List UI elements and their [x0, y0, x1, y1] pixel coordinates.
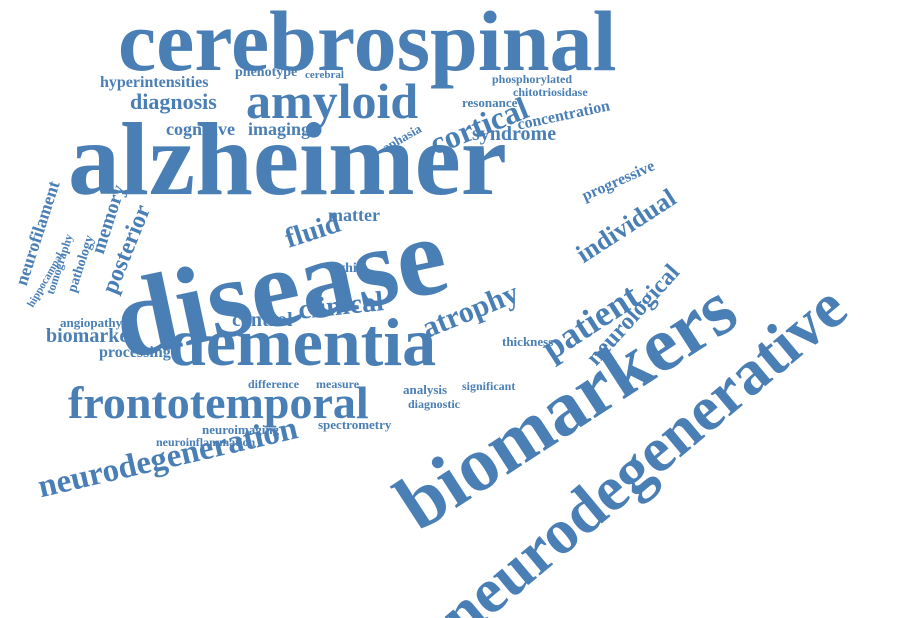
word-dementia: dementia: [168, 304, 437, 380]
word-chitotriosidase: chitotriosidase: [513, 85, 588, 99]
word-significant: significant: [462, 379, 516, 393]
word-diagnostic: diagnostic: [408, 397, 461, 411]
word-spectrometry: spectrometry: [318, 417, 392, 432]
word-biomarker: biomarker: [46, 325, 138, 347]
word-diagnosis: diagnosis: [130, 89, 217, 114]
word-imaging: imaging: [248, 119, 311, 139]
word-measure: measure: [316, 377, 360, 391]
word-cognitive: cognitive: [166, 119, 235, 139]
word-thickness: thickness: [502, 334, 554, 349]
word-hyperintensities: hyperintensities: [100, 74, 209, 91]
word-difference: difference: [248, 377, 300, 391]
word-control: control: [232, 309, 293, 331]
word-matter: matter: [328, 205, 380, 225]
word-phenotype: phenotype: [235, 65, 298, 80]
word-syndrome: syndrome: [472, 123, 557, 145]
word-concentration: concentration: [515, 97, 612, 134]
word-frontotemporal: frontotemporal: [68, 377, 369, 428]
word-processing: processing: [99, 344, 171, 361]
word-cerebral: cerebral: [305, 69, 344, 81]
word-alzheimer: alzheimer: [68, 102, 507, 217]
word-analysis: analysis: [403, 382, 448, 397]
word-phosphorylated: phosphorylated: [492, 72, 573, 86]
word-angiopathy: angiopathy: [60, 315, 123, 330]
word-neuroimaging: neuroimaging: [202, 422, 280, 437]
word-resonance: resonance: [462, 95, 518, 110]
word-neuroinflammation: neuroinflammation: [156, 435, 256, 449]
word-amyloid: amyloid: [246, 73, 419, 129]
word-white: white: [335, 261, 368, 276]
word-cerebrospinal: cerebrospinal: [118, 0, 617, 89]
